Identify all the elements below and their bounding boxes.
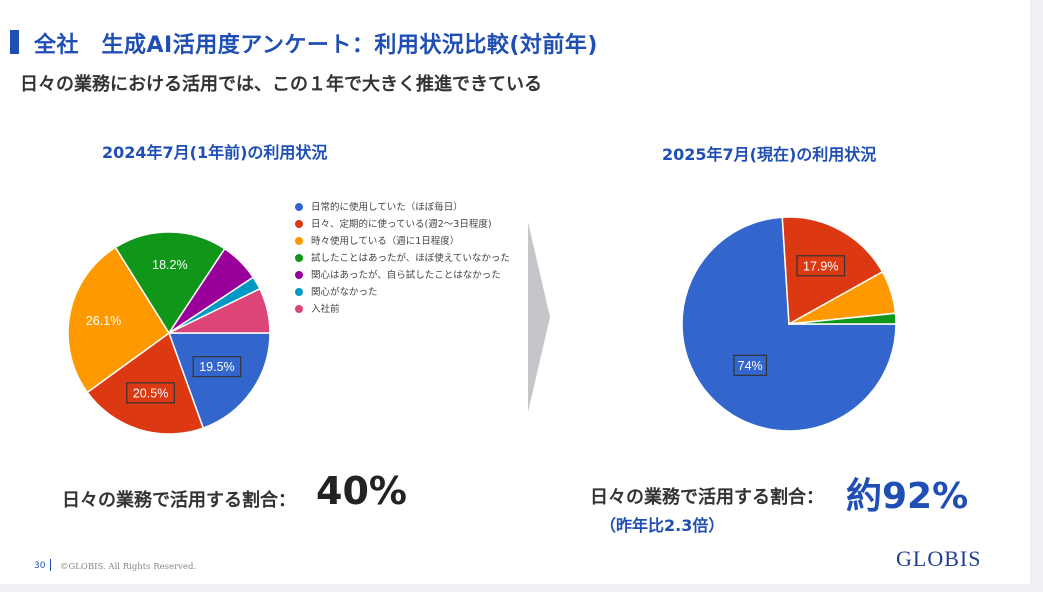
page-subtitle: 日々の業務における活用では、この１年で大きく推進できている [20,74,542,95]
stat-label-2024: 日々の業務で活用する割合： [62,490,296,511]
globis-logo: GLOBIS [896,546,982,571]
legend-label: 関心はあったが、自ら試したことはなかった [311,270,501,281]
chart-legend: 日常的に使用していた（ほぼ毎日） 日々、定期的に使っている(週2～3日程度) 時々使… [295,201,510,320]
pie-slice [781,216,884,326]
data-label-box [126,382,175,404]
pie-slice [114,231,226,335]
stat-label-2025: 日々の業務で活用する割合： [590,487,824,508]
page-title: 全社 生成AI活用度アンケート：利用状況比較(対前年) [34,33,598,58]
legend-swatch [295,237,303,245]
copyright: ©GLOBIS. All Rights Reserved. [60,562,197,572]
pie-slice [86,331,205,435]
legend-label: 時々使用している（週に1日程度） [311,236,460,247]
pie-data-label: 26.1% [86,314,121,328]
slide: 全社 生成AI活用度アンケート：利用状況比較(対前年) 日々の業務における活用で… [10,30,982,572]
pie-data-label: 20.5% [133,386,168,400]
legend-swatch [295,305,303,313]
legend-item: 入社前 [295,303,510,316]
stat-value-2024: 40% [316,469,407,513]
legend-swatch [295,288,303,296]
legend-swatch [295,254,303,262]
stat-value-2025: 約92% [846,476,969,517]
legend-swatch [295,203,303,211]
pie-slice [168,287,271,334]
legend-item: 日々、定期的に使っている(週2～3日程度) [295,218,510,231]
legend-label: 入社前 [311,304,340,315]
page-number: 30 [34,561,46,571]
legend-item: 関心はあったが、自ら試したことはなかった [295,269,510,282]
legend-item: 試したことはあったが、ほぼ使えていなかった [295,252,510,265]
legend-label: 試したことはあったが、ほぼ使えていなかった [311,253,510,264]
chart-title-2024: 2024年7月(1年前)の利用状況 [102,143,328,162]
legend-label: 日常的に使用していた（ほぼ毎日） [311,202,463,213]
footer-divider [50,559,51,571]
legend-item: 日常的に使用していた（ほぼ毎日） [295,201,510,214]
pie-data-label: 19.5% [199,360,234,374]
data-label-box [192,356,242,378]
slide-border-bottom [0,584,1043,592]
yoy-ratio: （昨年比2.3倍） [600,516,725,535]
legend-label: 関心がなかった [311,287,378,298]
legend-swatch [295,271,303,279]
chart-title-2025: 2025年7月(現在)の利用状況 [662,145,877,164]
pie-slice [788,312,897,325]
legend-label: 日々、定期的に使っている(週2～3日程度) [311,219,492,230]
data-label-box [796,255,846,277]
legend-item: 時々使用している（週に1日程度） [295,235,510,248]
chevron-right-icon [528,222,550,412]
legend-item: 関心がなかった [295,286,510,299]
pie-data-label: 17.9% [803,259,838,273]
title-accent-bar [10,30,19,54]
slide-border-right [1030,0,1043,592]
pie-data-label: 18.2% [152,258,187,272]
pie-slice [67,246,171,394]
data-label-box [733,354,768,376]
pie-data-label: 74% [738,359,763,373]
legend-swatch [295,220,303,228]
